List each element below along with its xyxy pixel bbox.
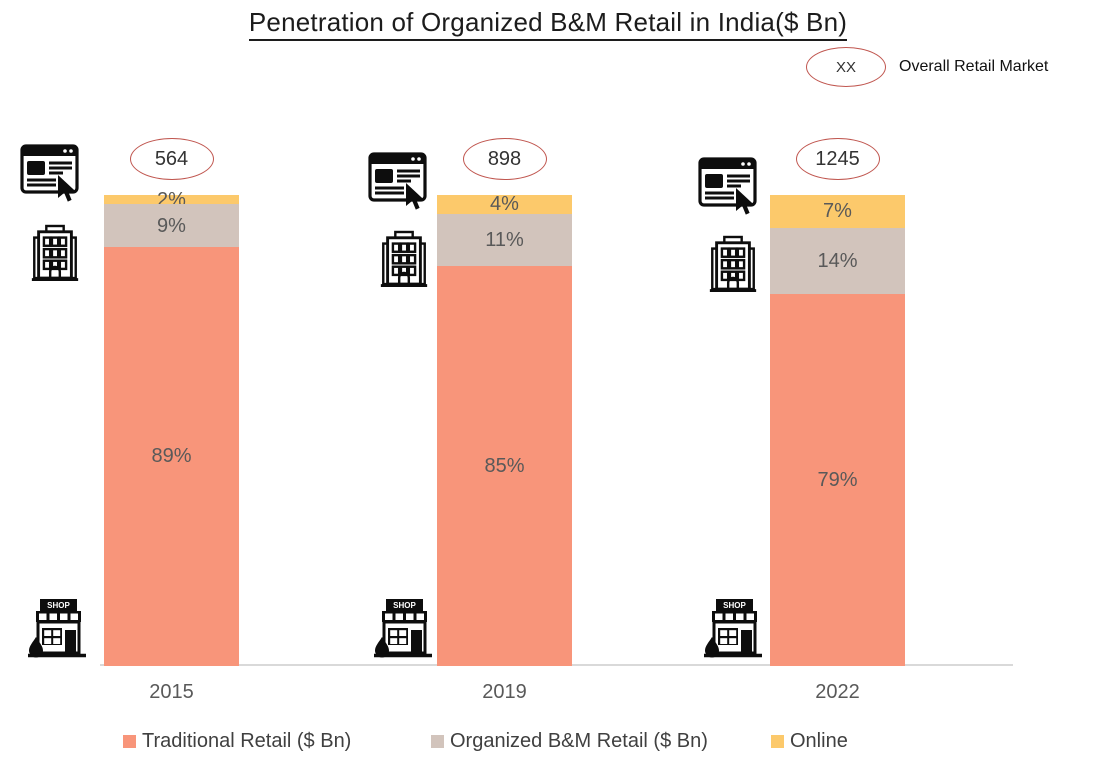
segment-organized: 14% xyxy=(770,227,905,294)
total-value: 898 xyxy=(487,147,522,170)
total-oval: 564 xyxy=(129,138,214,180)
legend-swatch-online xyxy=(771,735,784,748)
total-value: 1245 xyxy=(815,147,860,170)
online-icon xyxy=(368,152,434,214)
traditional-retail-shop-icon xyxy=(26,597,90,663)
traditional-retail-shop-icon xyxy=(372,597,436,663)
legend-label-traditional: Traditional Retail ($ Bn) xyxy=(142,730,352,752)
online-icon xyxy=(698,157,764,219)
segment-label-traditional: 89% xyxy=(151,445,192,468)
legend-label-online: Online xyxy=(790,730,848,752)
stacked-bar: 2% 9% 89% xyxy=(104,190,239,666)
segment-online: 7% xyxy=(770,195,905,228)
segment-label-online: 7% xyxy=(823,200,852,223)
bar-group-2015: 564 2% 9% 89% 2015 xyxy=(104,0,239,767)
total-oval: 1245 xyxy=(795,138,880,180)
segment-label-traditional: 79% xyxy=(817,468,858,491)
key-oval-text: XX xyxy=(835,58,856,76)
segment-traditional: 79% xyxy=(770,293,905,666)
bar-group-2019: 898 4% 11% 85% 2019 xyxy=(437,0,572,767)
total-oval: 898 xyxy=(462,138,547,180)
chart-title-text: Penetration of Organized B&M Retail in I… xyxy=(248,7,848,41)
online-icon xyxy=(20,144,86,206)
x-axis-label: 2022 xyxy=(815,681,860,703)
segment-label-online: 4% xyxy=(490,193,519,216)
segment-traditional: 89% xyxy=(104,246,239,666)
segment-label-organized: 11% xyxy=(485,228,524,251)
legend-item-organized: Organized B&M Retail ($ Bn) xyxy=(431,730,708,753)
chart-title: Penetration of Organized B&M Retail in I… xyxy=(0,7,1096,41)
legend-swatch-traditional xyxy=(123,735,136,748)
legend-item-online: Online xyxy=(771,730,848,753)
segment-label-organized: 9% xyxy=(157,214,186,237)
segment-organized: 9% xyxy=(104,204,239,247)
segment-label-traditional: 85% xyxy=(484,454,525,477)
stacked-bar: 4% 11% 85% xyxy=(437,193,572,666)
key-oval: XX xyxy=(806,47,886,87)
segment-traditional: 85% xyxy=(437,265,572,666)
organized-retail-building-icon xyxy=(28,222,82,284)
organized-retail-building-icon xyxy=(377,228,431,290)
x-axis-label: 2015 xyxy=(149,681,194,703)
total-value: 564 xyxy=(154,147,189,170)
segment-label-organized: 14% xyxy=(817,249,858,272)
traditional-retail-shop-icon xyxy=(702,597,766,663)
legend-item-traditional: Traditional Retail ($ Bn) xyxy=(123,730,351,753)
segment-online: 2% xyxy=(104,190,239,210)
overall-market-key: XX Overall Retail Market xyxy=(806,47,1048,87)
key-label: Overall Retail Market xyxy=(899,58,1049,75)
organized-retail-building-icon xyxy=(706,233,760,295)
segment-organized: 11% xyxy=(437,213,572,266)
segment-online: 4% xyxy=(437,193,572,216)
stacked-bar: 7% 14% 79% xyxy=(770,195,905,666)
legend-label-organized: Organized B&M Retail ($ Bn) xyxy=(450,730,708,752)
bar-group-2022: 1245 7% 14% 79% 2022 xyxy=(770,0,905,767)
x-axis-label: 2019 xyxy=(482,681,527,703)
legend-swatch-organized xyxy=(431,735,444,748)
